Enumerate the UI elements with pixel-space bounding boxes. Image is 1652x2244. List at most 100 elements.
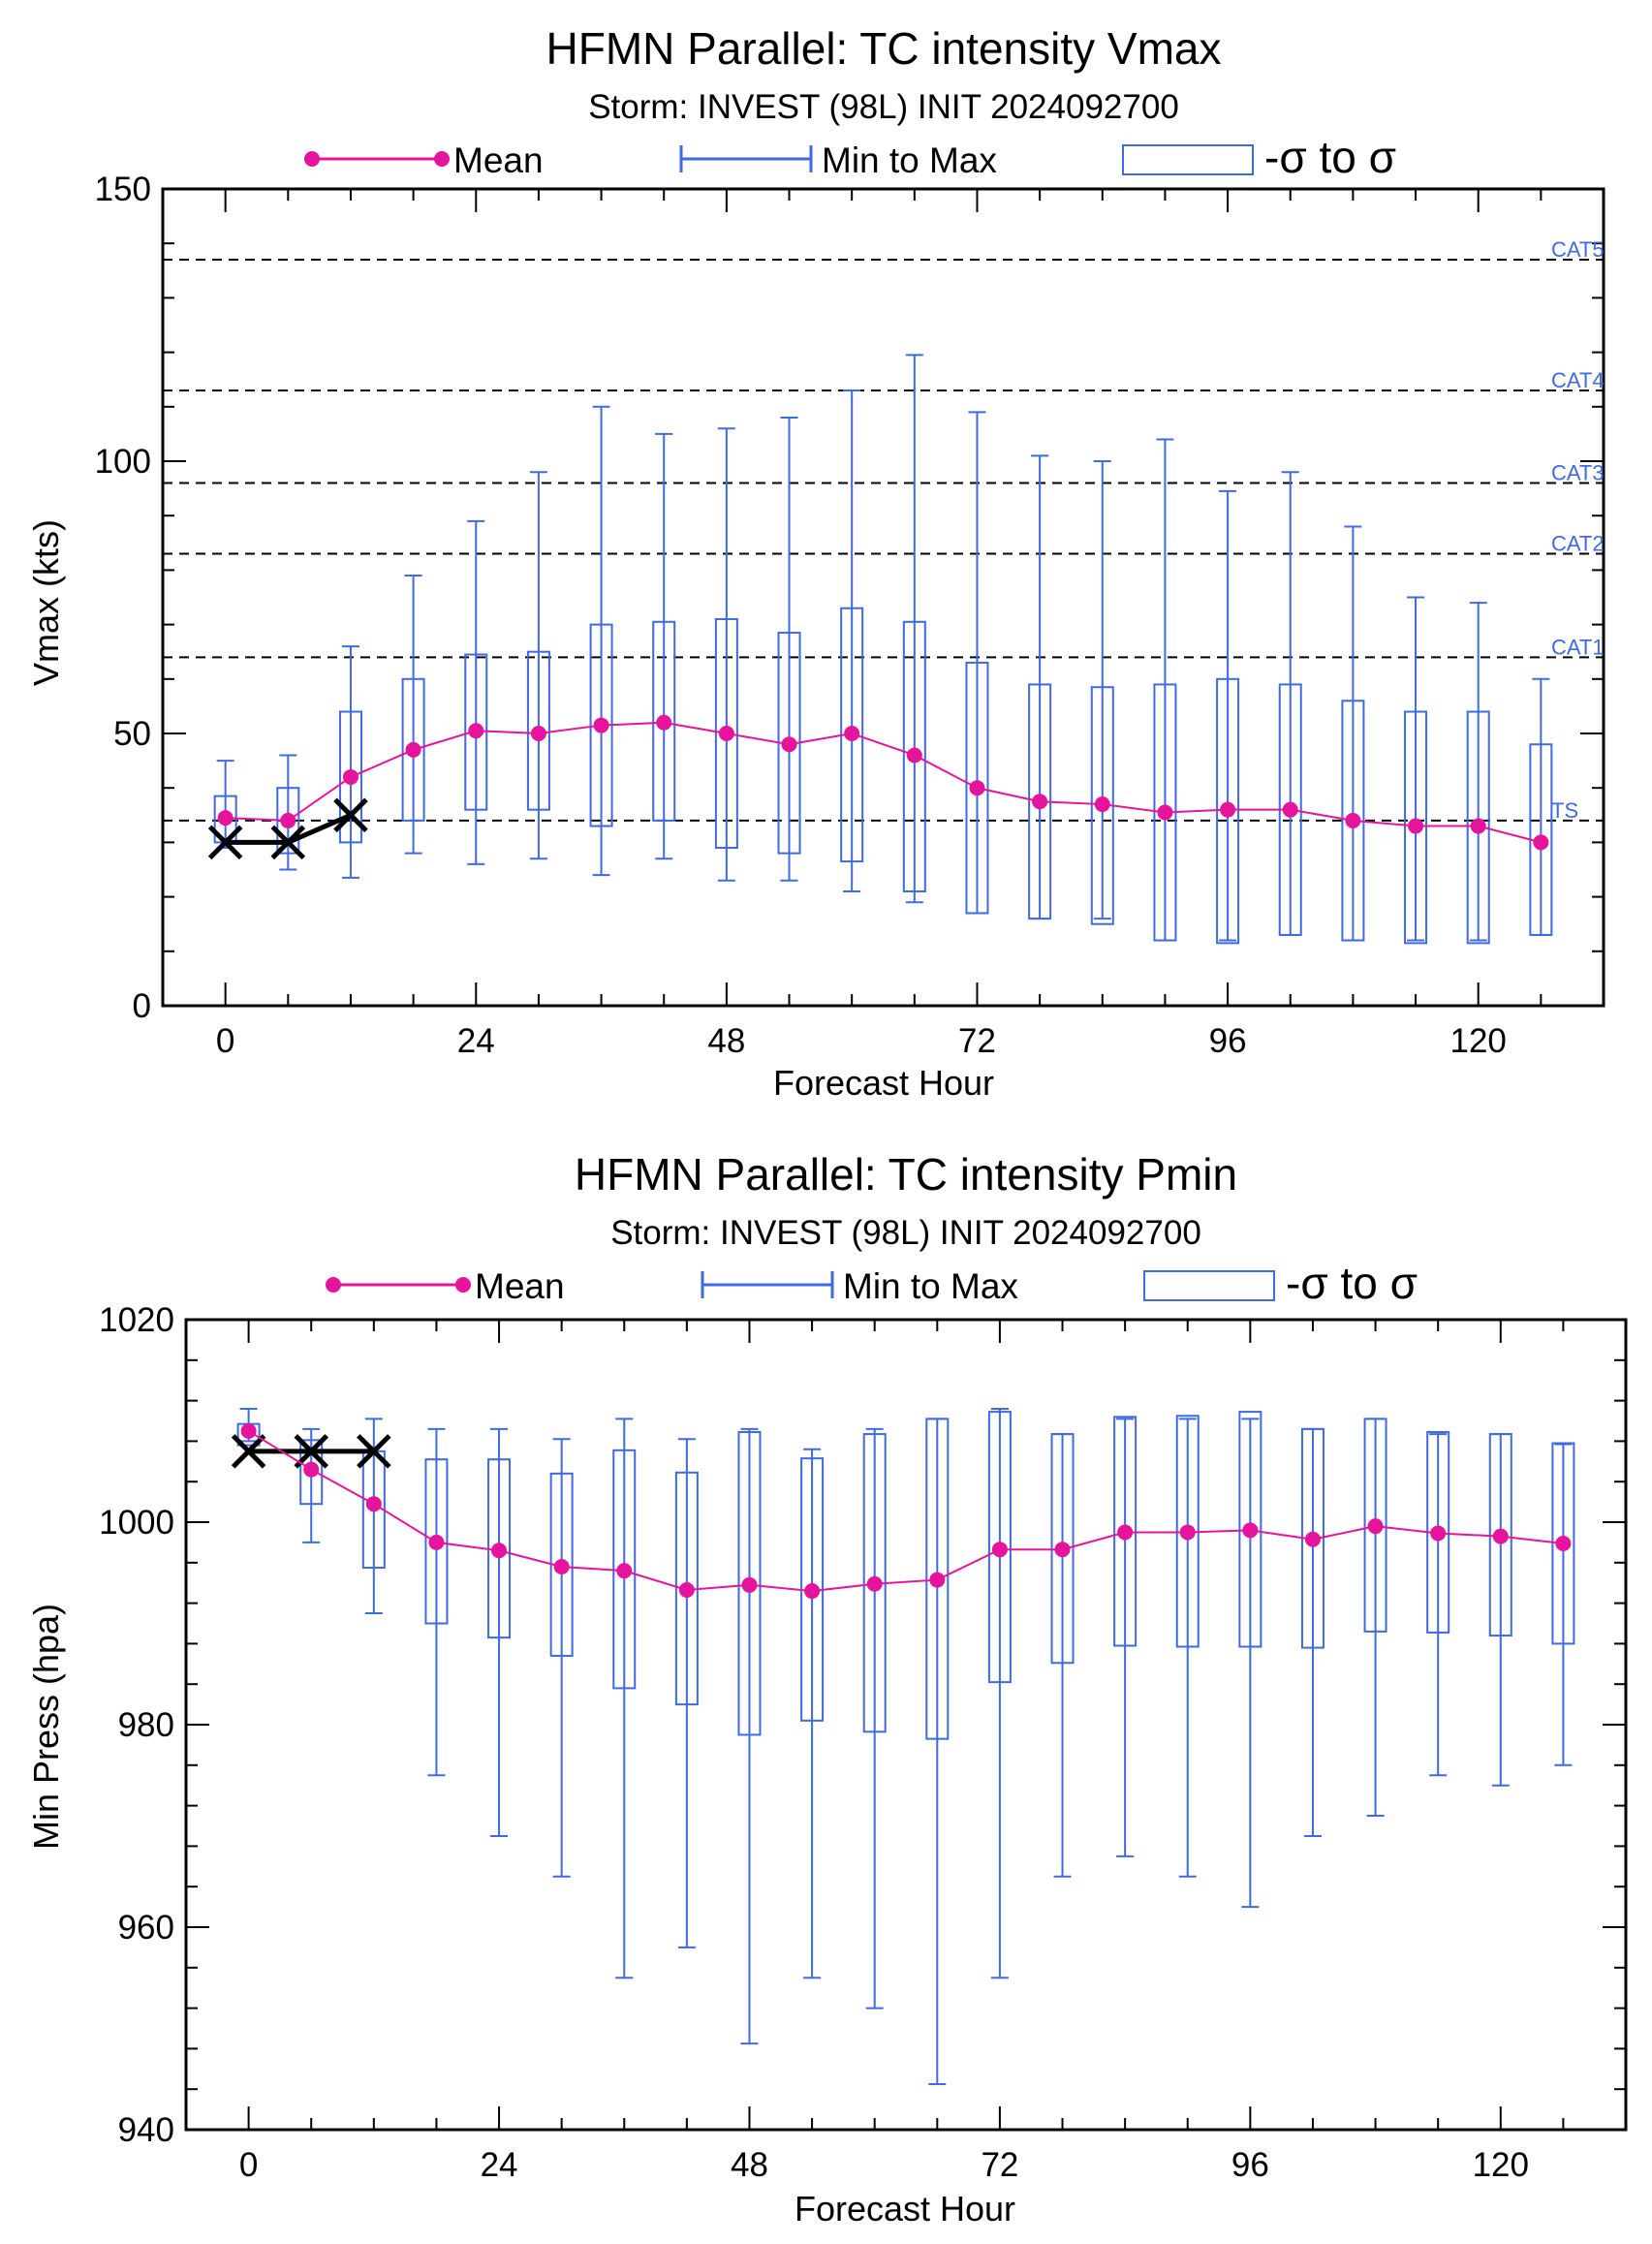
sigma-box	[925, 1418, 950, 1740]
y-tick-label: 150	[95, 171, 151, 208]
threshold-label: TS	[1551, 798, 1578, 823]
pmin-chart: HFMN Parallel: TC intensity Pmin Storm: …	[26, 1149, 1628, 2228]
mean-point	[428, 1534, 445, 1550]
mean-point	[491, 1543, 508, 1559]
observed-marker	[357, 1434, 391, 1469]
legend-sigma-box	[1122, 144, 1254, 175]
chart-title: HFMN Parallel: TC intensity Vmax	[546, 23, 1222, 74]
observed-marker-stroke	[357, 1434, 391, 1469]
x-tick-label: 72	[981, 2146, 1018, 2184]
plot-area: 940 960 980 1000 1020 0 24 48 72 96 120	[99, 1301, 1628, 2184]
mean-point	[1408, 818, 1424, 834]
x-tick-label: 24	[457, 1022, 495, 1060]
observed-marker-stroke	[270, 825, 306, 860]
mean-point	[781, 736, 797, 753]
sigma-box	[1551, 1442, 1575, 1645]
threshold-label: CAT2	[1551, 532, 1605, 556]
mean-point	[217, 810, 234, 826]
threshold-label: CAT1	[1551, 635, 1605, 659]
observed-marker-stroke	[333, 797, 368, 833]
mean-point	[593, 717, 609, 733]
mean-point	[553, 1558, 570, 1574]
x-tick-label: 0	[216, 1022, 234, 1060]
observed-marker	[333, 797, 368, 833]
mean-point	[1032, 794, 1048, 810]
sigma-box	[1404, 710, 1428, 945]
x-tick-label: 96	[1231, 2146, 1269, 2184]
legend-mean-marker	[304, 151, 320, 167]
mean-point	[280, 812, 296, 828]
mean-point	[1157, 804, 1173, 821]
mean-point	[844, 726, 860, 741]
y-tick-label: 960	[118, 1909, 174, 1947]
y-axis-label: Vmax (kts)	[26, 519, 66, 686]
x-tick-label: 48	[707, 1022, 745, 1060]
sigma-box	[737, 1430, 762, 1736]
mean-point	[718, 726, 734, 741]
y-tick-label: 1020	[99, 1301, 174, 1339]
legend-sigma-label: -σ to σ	[1264, 132, 1396, 182]
legend-sigma-box	[1143, 1270, 1275, 1301]
mean-point	[804, 1583, 821, 1600]
mean-point	[1242, 1522, 1259, 1539]
mean-point	[1094, 796, 1110, 813]
mean-point	[405, 741, 421, 758]
mean-point	[240, 1422, 257, 1439]
sigma-box	[652, 620, 676, 822]
mean-point	[1304, 1531, 1321, 1547]
vmax-chart: HFMN Parallel: TC intensity Vmax Storm: …	[26, 23, 1605, 1103]
legend-sigma-label: -σ to σ	[1286, 1258, 1418, 1308]
observed-marker	[207, 825, 243, 860]
sigma-box	[965, 661, 989, 915]
mean-point	[741, 1576, 758, 1593]
mean-point	[678, 1582, 695, 1599]
sigma-box	[526, 650, 550, 811]
x-tick-label: 96	[1209, 1022, 1247, 1060]
observed-marker	[294, 1434, 328, 1469]
mean-point	[1492, 1528, 1509, 1544]
mean-point	[468, 723, 484, 739]
legend-range-label: Min to Max	[822, 140, 997, 180]
chart-title: HFMN Parallel: TC intensity Pmin	[575, 1149, 1237, 1200]
mean-point	[1555, 1535, 1572, 1551]
mean-point	[1345, 812, 1361, 828]
y-tick-label: 50	[113, 715, 151, 753]
x-tick-label: 120	[1449, 1022, 1506, 1060]
x-tick-label: 0	[239, 2146, 258, 2184]
legend-mean-label: Mean	[453, 140, 544, 180]
legend-range-label: Min to Max	[843, 1266, 1018, 1306]
legend: Mean Min to Max -σ to σ	[304, 132, 1396, 182]
legend-mean-marker	[326, 1277, 341, 1293]
sigma-box	[1363, 1418, 1387, 1633]
threshold-label: CAT5	[1551, 237, 1605, 262]
plot-frame	[161, 187, 1605, 1008]
sigma-box	[1113, 1416, 1138, 1647]
mean-point	[342, 768, 358, 785]
x-axis-label: Forecast Hour	[773, 1063, 994, 1103]
legend: Mean Min to Max -σ to σ	[326, 1258, 1418, 1308]
mean-point	[530, 726, 546, 741]
mean-point	[656, 714, 672, 731]
mean-point	[969, 780, 985, 796]
mean-point	[906, 747, 922, 764]
y-axis-label: Min Press (hpa)	[26, 1604, 66, 1850]
y-tick-label: 0	[133, 987, 151, 1025]
observed-marker-stroke	[207, 825, 243, 860]
x-tick-label: 24	[481, 2146, 518, 2184]
sigma-box	[714, 617, 738, 850]
sigma-box	[401, 677, 425, 822]
y-tick-label: 100	[95, 443, 151, 481]
sigma-box	[1488, 1433, 1512, 1637]
sigma-box	[1050, 1433, 1075, 1665]
y-tick-label: 1000	[99, 1504, 174, 1542]
mean-point	[1054, 1542, 1071, 1558]
observed-marker-stroke	[231, 1434, 266, 1469]
mean-point	[991, 1542, 1008, 1558]
mean-point	[866, 1575, 883, 1592]
chart-subtitle: Storm: INVEST (98L) INIT 2024092700	[610, 1214, 1201, 1252]
threshold-label: CAT4	[1551, 368, 1605, 392]
mean-point	[365, 1496, 382, 1512]
